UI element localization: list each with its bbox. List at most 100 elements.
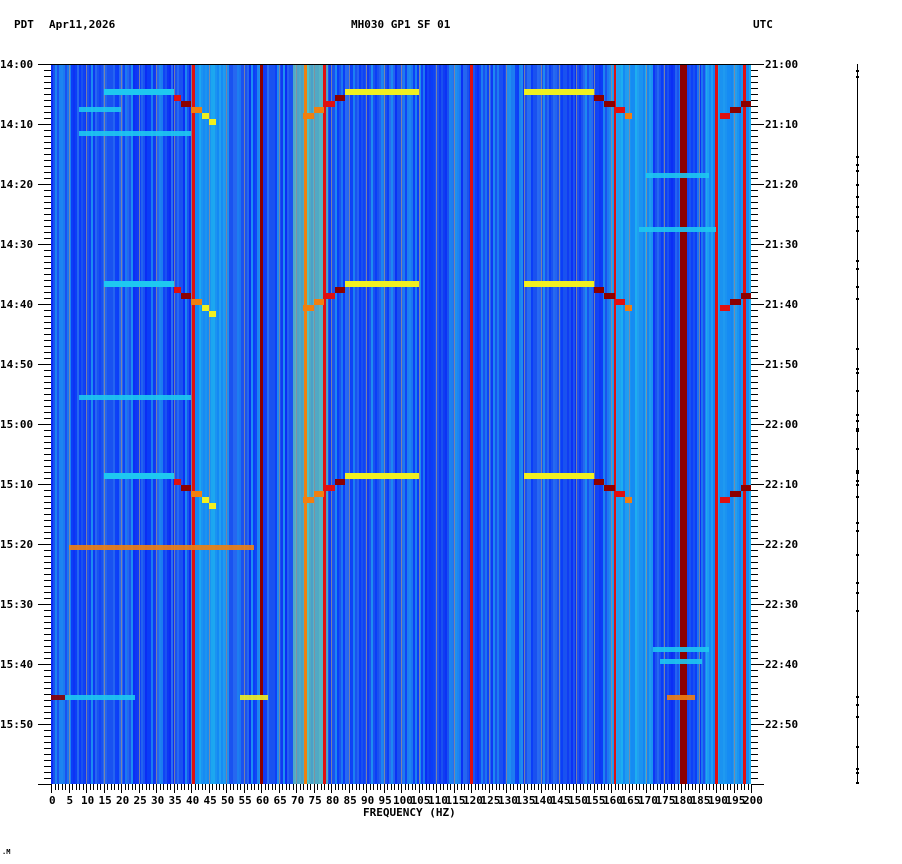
trace-sample bbox=[857, 290, 858, 292]
trace-sample bbox=[856, 582, 859, 584]
glide-segment bbox=[593, 287, 604, 293]
noise-column bbox=[419, 65, 421, 784]
glide-segment bbox=[103, 473, 174, 479]
trace-sample bbox=[857, 730, 858, 732]
trace-sample bbox=[857, 660, 858, 662]
left-tick bbox=[44, 688, 51, 689]
trace-sample bbox=[857, 552, 858, 554]
left-tick bbox=[44, 772, 51, 773]
glide-segment bbox=[180, 101, 191, 107]
trace-sample bbox=[857, 576, 858, 578]
time-label-right: 21:00 bbox=[765, 58, 799, 71]
right-tick bbox=[751, 124, 764, 125]
right-tick bbox=[751, 604, 764, 605]
trace-sample bbox=[857, 726, 858, 728]
x-tick bbox=[212, 784, 213, 790]
noise-column bbox=[467, 65, 469, 784]
glide-segment bbox=[523, 281, 594, 287]
trace-sample bbox=[857, 300, 858, 302]
glide-segment bbox=[523, 473, 594, 479]
right-tick bbox=[751, 370, 758, 371]
right-tick bbox=[751, 760, 758, 761]
noise-column bbox=[187, 65, 189, 784]
left-tick bbox=[44, 532, 51, 533]
right-tick bbox=[751, 766, 758, 767]
right-tick bbox=[751, 160, 758, 161]
grid-line bbox=[156, 65, 157, 784]
x-tick bbox=[328, 784, 329, 790]
x-tick bbox=[573, 784, 574, 790]
frequency-label: 85 bbox=[343, 794, 357, 807]
trace-sample bbox=[857, 126, 858, 128]
noise-column bbox=[507, 65, 509, 784]
noise-column bbox=[597, 65, 599, 784]
noise-column bbox=[139, 65, 141, 784]
noise-column bbox=[589, 65, 591, 784]
frequency-label: 140 bbox=[533, 794, 553, 807]
glide-segment bbox=[730, 299, 741, 305]
noise-column bbox=[459, 65, 461, 784]
x-tick bbox=[580, 784, 581, 790]
trace-sample bbox=[857, 626, 858, 628]
trace-sample bbox=[857, 680, 858, 682]
x-tick bbox=[636, 784, 637, 790]
x-tick bbox=[163, 784, 164, 790]
noise-column bbox=[543, 65, 545, 784]
x-tick bbox=[618, 784, 619, 790]
right-tick bbox=[751, 556, 758, 557]
trace-sample bbox=[856, 414, 859, 416]
noise-column bbox=[537, 65, 539, 784]
glide-segment bbox=[614, 299, 625, 305]
x-tick bbox=[559, 784, 560, 793]
right-tick bbox=[751, 88, 758, 89]
noise-column bbox=[75, 65, 77, 784]
trace-sample bbox=[857, 674, 858, 676]
glide-segment bbox=[173, 479, 181, 485]
noise-column bbox=[363, 65, 365, 784]
trace-sample bbox=[857, 454, 858, 456]
right-tick bbox=[751, 484, 764, 485]
trace-sample bbox=[857, 88, 858, 90]
frequency-label: 30 bbox=[151, 794, 165, 807]
left-tick bbox=[38, 424, 51, 425]
trace-sample bbox=[857, 642, 858, 644]
x-tick bbox=[107, 784, 108, 790]
left-tick bbox=[44, 166, 51, 167]
x-tick bbox=[394, 784, 395, 790]
left-tick bbox=[44, 70, 51, 71]
x-tick bbox=[79, 784, 80, 790]
right-tick bbox=[751, 322, 758, 323]
right-tick bbox=[751, 670, 758, 671]
right-tick bbox=[751, 634, 758, 635]
noise-column bbox=[125, 65, 127, 784]
trace-sample bbox=[856, 782, 859, 784]
frequency-label: 45 bbox=[203, 794, 217, 807]
glide-segment bbox=[345, 473, 419, 479]
persistent-line bbox=[613, 65, 617, 784]
trace-sample bbox=[857, 748, 858, 750]
trace-sample bbox=[857, 400, 858, 402]
trace-sample bbox=[857, 134, 858, 136]
header-left-timezone: PDT bbox=[14, 18, 34, 31]
trace-sample bbox=[857, 358, 858, 360]
trace-sample bbox=[857, 762, 858, 764]
noise-column bbox=[393, 65, 395, 784]
trace-sample bbox=[856, 156, 859, 158]
right-tick bbox=[751, 592, 758, 593]
trace-sample bbox=[857, 758, 858, 760]
left-tick bbox=[44, 610, 51, 611]
glide-segment bbox=[191, 491, 202, 497]
left-tick bbox=[44, 76, 51, 77]
left-tick bbox=[44, 670, 51, 671]
right-tick bbox=[751, 232, 758, 233]
noise-column bbox=[521, 65, 523, 784]
noise-column bbox=[251, 65, 253, 784]
frequency-label: 110 bbox=[428, 794, 448, 807]
time-label-left: 15:40 bbox=[0, 658, 34, 671]
right-tick bbox=[751, 148, 758, 149]
left-tick bbox=[44, 298, 51, 299]
left-tick bbox=[38, 484, 51, 485]
noise-column bbox=[273, 65, 275, 784]
right-tick bbox=[751, 724, 764, 725]
trace-sample bbox=[857, 752, 858, 754]
